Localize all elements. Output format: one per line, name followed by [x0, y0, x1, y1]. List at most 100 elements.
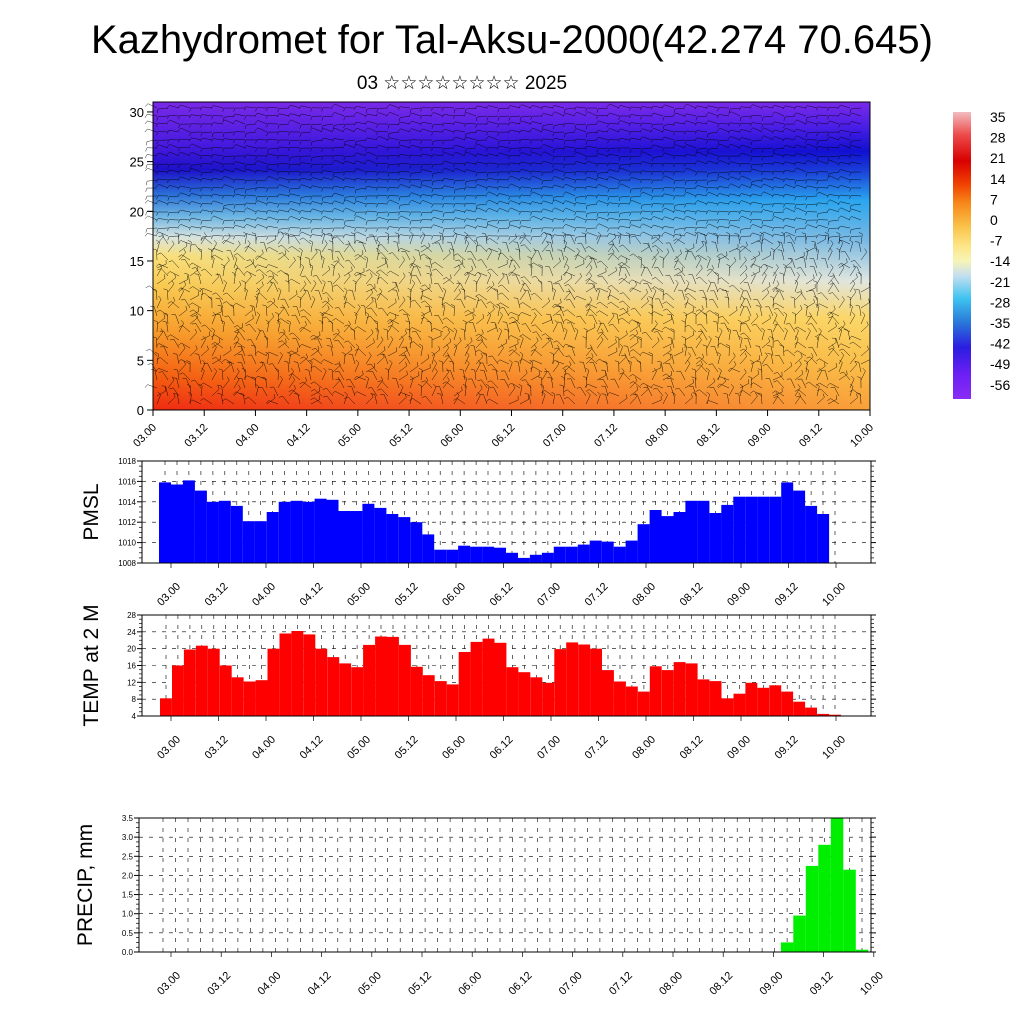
x-tick-label: 09.12: [773, 581, 801, 609]
y-tick-label: 4: [132, 712, 137, 721]
y-axis-label: PRECIP, mm: [74, 824, 97, 946]
precip-bar: [230, 505, 243, 563]
precip-bar: [818, 844, 831, 952]
x-tick-label: 03.00: [155, 581, 183, 609]
y-tick-label: 20: [130, 204, 144, 219]
x-tick-label: 03.00: [131, 422, 159, 450]
precip-bar: [517, 557, 530, 563]
y-tick-label: 2.0: [122, 871, 134, 880]
x-tick-label: 03.12: [203, 581, 231, 609]
x-tick-label: 06.12: [490, 422, 518, 450]
precip-bar: [314, 498, 327, 563]
x-tick-label: 06.12: [507, 970, 535, 998]
precip-bar: [721, 504, 734, 563]
x-tick-label: 04.12: [298, 581, 326, 609]
precip-bar: [625, 686, 638, 716]
pmsl-panel: PMSL 1008 1010 1012 1014 1016 1018 03.00 03.12 04…: [80, 457, 876, 609]
precip-bar: [434, 549, 447, 563]
x-tick-label: 08.00: [630, 734, 658, 762]
precip-bar: [530, 677, 543, 716]
precip-bar: [541, 552, 554, 563]
y-axis-label: PMSL: [80, 483, 103, 540]
x-tick-label: 09.00: [758, 970, 786, 998]
precip-bar: [673, 512, 686, 563]
x-tick-label: 05.00: [345, 581, 373, 609]
precip-bar: [278, 501, 291, 563]
x-tick-label: 08.12: [678, 581, 706, 609]
precip-bar: [685, 500, 698, 563]
precip-bar: [182, 480, 195, 563]
precip-bar: [327, 657, 340, 716]
x-tick-label: 09.00: [746, 422, 774, 450]
x-tick-label: 09.12: [808, 970, 836, 998]
precip-bar: [673, 662, 686, 716]
y-tick-label: 1.5: [122, 891, 134, 900]
precip-bar: [302, 501, 315, 563]
y-tick-label: 1018: [118, 457, 136, 466]
x-tick-label: 08.00: [657, 970, 685, 998]
precip-bar: [649, 666, 662, 716]
y-tick-label: 0.5: [122, 929, 134, 938]
precip-bar: [351, 667, 364, 716]
x-tick-label: 07.12: [583, 734, 611, 762]
precip-bar: [793, 490, 806, 563]
precip-bar: [350, 511, 363, 563]
precip-bar: [529, 554, 542, 563]
x-tick-label: 03.00: [155, 734, 183, 762]
x-tick-label: 05.00: [345, 734, 373, 762]
precip-bar: [410, 522, 423, 563]
precip-bar: [422, 534, 435, 563]
x-tick-label: 08.12: [678, 734, 706, 762]
x-tick-label: 06.00: [456, 970, 484, 998]
precip-bar: [470, 546, 483, 563]
precip-bar: [458, 652, 471, 716]
x-tick-label: 06.12: [488, 581, 516, 609]
precip-bar: [482, 546, 495, 563]
y-tick-label: 16: [127, 662, 136, 671]
y-tick-label: 30: [130, 105, 144, 120]
y-tick-label: 1.0: [122, 910, 134, 919]
colorbar-label: -28: [990, 294, 1010, 310]
precip-bar: [589, 540, 602, 563]
precip-bar: [398, 517, 411, 563]
y-tick-label: 10: [130, 304, 144, 319]
precip-bar: [303, 634, 316, 716]
precip-bar: [649, 510, 662, 563]
precip-bar: [830, 818, 844, 952]
colorbar-label: 0: [990, 212, 998, 228]
precip-bar: [613, 546, 626, 563]
precip-bar: [387, 636, 399, 716]
chart-title: Kazhydromet for Tal-Aksu-2000(42.274 70.…: [91, 18, 933, 62]
precip-bar: [733, 496, 746, 563]
colorbar-label: -7: [990, 233, 1003, 249]
colorbar-label: -42: [990, 336, 1010, 352]
y-tick-label: 1014: [118, 498, 136, 507]
precip-bar: [829, 714, 841, 716]
x-tick-label: 05.12: [393, 581, 421, 609]
precip-bar: [374, 507, 387, 563]
precip-bar: [769, 496, 782, 563]
precip-bar: [410, 666, 423, 716]
precip-bar: [697, 500, 710, 563]
precip-bar: [243, 681, 256, 716]
precip-bar: [843, 869, 856, 952]
precip-bar: [207, 648, 220, 716]
precip-bar: [506, 552, 518, 563]
y-tick-label: 8: [132, 695, 137, 704]
x-tick-label: 04.00: [234, 422, 262, 450]
precip-bar: [578, 644, 591, 716]
precip-bar: [805, 707, 817, 716]
precip-bar: [661, 516, 674, 563]
x-tick-label: 08.00: [630, 581, 658, 609]
y-tick-label: 25: [130, 155, 144, 170]
precip-bar: [231, 677, 244, 716]
precip-bar: [434, 681, 447, 716]
colorbar-label: -56: [990, 377, 1010, 393]
precip-bar: [399, 644, 411, 716]
cross-section-panel: 0 5 10 15 20 25 30 03.00 03.12 04.00 04.12 05.00 05.…: [130, 101, 876, 450]
precip-bar: [291, 631, 304, 716]
precip-bar: [697, 679, 710, 716]
precip-bar: [577, 544, 590, 563]
precip-bar: [386, 514, 399, 563]
x-tick-label: 04.00: [250, 581, 278, 609]
